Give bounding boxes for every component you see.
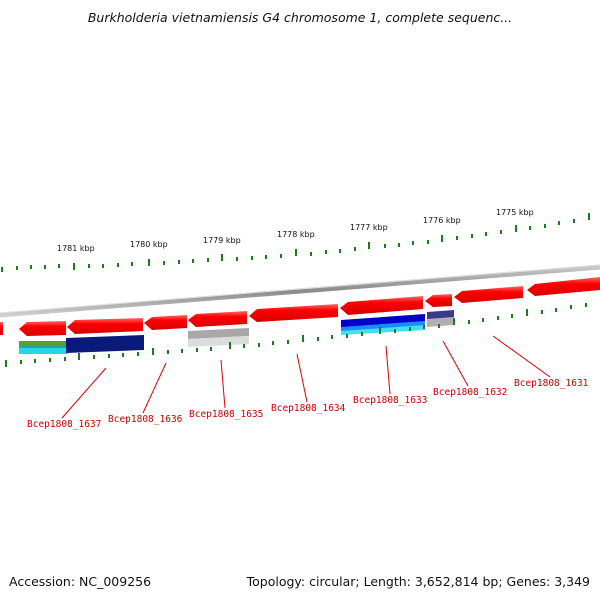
gene-arrow-1636[interactable] xyxy=(67,318,143,334)
inner-scale-ticks xyxy=(5,303,587,367)
scale-label-1777: 1777 kbp xyxy=(350,223,388,232)
gene-arrow-1635[interactable] xyxy=(144,315,187,330)
topology-text: Topology: circular; Length: 3,652,814 bp… xyxy=(246,574,590,589)
gene-arrow-1634[interactable] xyxy=(249,304,338,322)
outer-scale-ticks xyxy=(1,213,590,272)
gene-label-1633[interactable]: Bcep1808_1633 xyxy=(353,395,427,406)
accession-text: Accession: NC_009256 xyxy=(9,574,152,589)
scale-label-1778: 1778 kbp xyxy=(277,230,315,239)
map-title: Burkholderia vietnamiensis G4 chromosome… xyxy=(87,10,513,25)
gene-arrow-1634a[interactable] xyxy=(188,311,247,327)
scale-labels: 1781 kbp 1780 kbp 1779 kbp 1778 kbp 1777… xyxy=(57,208,534,253)
gene-label-1636[interactable]: Bcep1808_1636 xyxy=(108,414,183,425)
gene-labels: Bcep1808_1637 Bcep1808_1636 Bcep1808_163… xyxy=(27,378,589,430)
gene-label-1637[interactable]: Bcep1808_1637 xyxy=(27,419,101,430)
gene-arrow-1632[interactable] xyxy=(425,294,452,307)
gene-arrow-1637[interactable] xyxy=(19,321,66,336)
gene-label-1632[interactable]: Bcep1808_1632 xyxy=(433,387,507,398)
scale-label-1776: 1776 kbp xyxy=(423,216,461,225)
scale-label-1781: 1781 kbp xyxy=(57,244,95,253)
gene-arrow-1633[interactable] xyxy=(340,296,423,315)
scale-label-1780: 1780 kbp xyxy=(130,240,168,249)
gene-arrow-1631[interactable] xyxy=(527,277,600,296)
chromosome-backbone xyxy=(0,264,600,318)
leader-lines xyxy=(61,335,551,419)
gene-label-1635[interactable]: Bcep1808_1635 xyxy=(189,409,263,420)
scale-label-1775: 1775 kbp xyxy=(496,208,534,217)
gene-arrow-edge[interactable] xyxy=(0,322,3,335)
feature-bars xyxy=(19,310,454,354)
gene-label-1634[interactable]: Bcep1808_1634 xyxy=(271,403,346,414)
gene-arrows xyxy=(0,277,600,336)
gene-label-1631[interactable]: Bcep1808_1631 xyxy=(514,378,589,389)
gene-arrow-1631a[interactable] xyxy=(454,286,523,303)
scale-label-1779: 1779 kbp xyxy=(203,236,241,245)
